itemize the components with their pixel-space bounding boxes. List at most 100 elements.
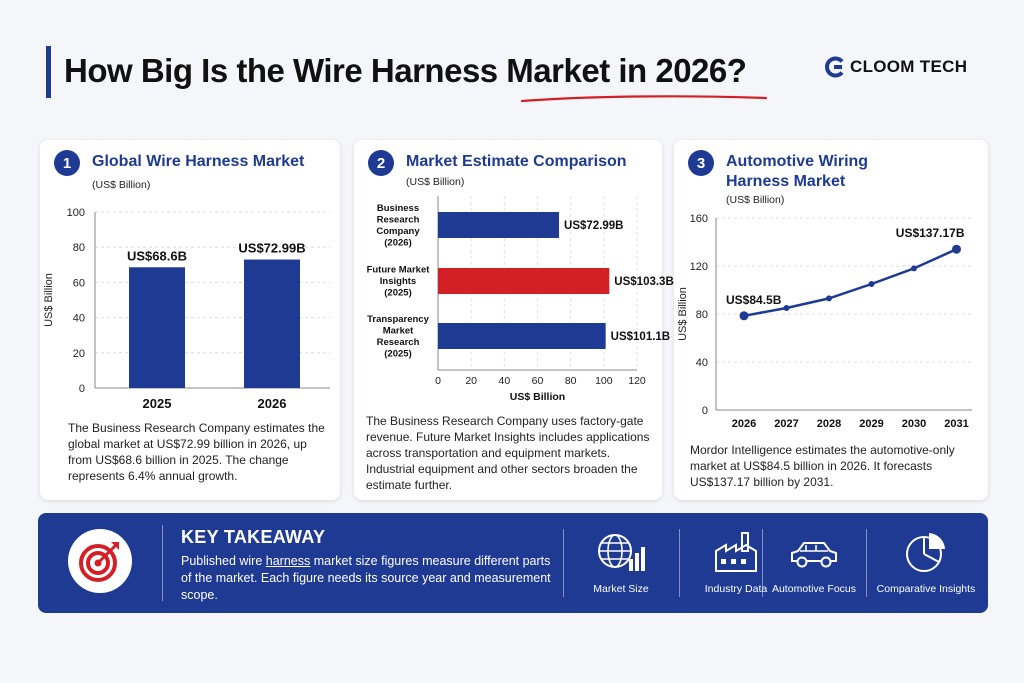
takeaway-title: KEY TAKEAWAY	[181, 527, 326, 547]
card-title-line: Harness Market	[726, 173, 846, 190]
card-description: The Business Research Company estimates …	[68, 421, 325, 483]
data-point	[826, 295, 832, 302]
point-annotation: US$84.5B	[726, 293, 782, 307]
x-tick-label: 60	[532, 375, 544, 387]
x-tick-label: 2030	[902, 418, 926, 430]
x-tick-label: 0	[435, 375, 441, 387]
page-title: How Big Is the Wire Harness Market in 20…	[64, 52, 747, 89]
y-axis-label: US$ Billion	[677, 287, 689, 341]
feature-divider	[563, 529, 564, 597]
x-tick-label: 40	[498, 375, 510, 387]
data-point	[868, 281, 875, 287]
x-tick-label: 2028	[817, 418, 841, 430]
title-accent-bar	[46, 46, 51, 98]
bar	[438, 323, 606, 349]
feature-label: Market Size	[593, 583, 649, 595]
factory-icon	[715, 532, 757, 572]
y-tick-label: Future Market Insights (2025)	[367, 265, 431, 299]
y-tick-label: 120	[690, 261, 708, 273]
takeaway-text-underlined: harness	[265, 554, 311, 568]
estimate-comparison-bar-chart: 0 20 40 60 80 100 120 US$ Billion US$72.99B Busin…	[367, 196, 674, 403]
x-tick-label: 2026	[732, 418, 756, 430]
automotive-line-chart: 0 40 80 120 160 US$ Billion 2026 2027 2028 2029 20…	[677, 213, 972, 430]
card-unit: (US$ Billion)	[92, 179, 151, 191]
card-unit: (US$ Billion)	[726, 194, 785, 206]
feature-automotive-focus: Automotive Focus	[764, 527, 864, 601]
feature-label: Industry Data	[704, 583, 768, 595]
y-tick-label: 0	[79, 383, 85, 395]
takeaway-text-part: market size figures measure different pa…	[181, 554, 551, 602]
car-icon	[791, 542, 837, 568]
bar	[129, 267, 185, 388]
takeaway-text: Published wire harness market size figur…	[181, 553, 561, 604]
globe-chart-icon	[598, 534, 645, 571]
card-description: Mordor Intelligence estimates the automo…	[690, 443, 955, 489]
takeaway-divider	[162, 525, 163, 601]
x-axis-label: US$ Billion	[510, 391, 565, 403]
bar-data-label: US$72.99B	[238, 241, 305, 256]
card-number-badge: 3	[688, 150, 714, 176]
series-line	[743, 248, 958, 318]
y-tick-label: 40	[696, 357, 708, 369]
feature-market-size: Market Size	[566, 527, 676, 601]
card-title: Automotive Wiring Harness Market	[726, 152, 868, 192]
point-annotation: US$137.17B	[896, 226, 965, 240]
x-tick-label: 2031	[944, 418, 968, 430]
bar-data-label: US$68.6B	[127, 248, 187, 263]
x-tick-label: 120	[628, 375, 646, 387]
y-tick-label: 0	[702, 405, 708, 417]
automotive-market-card: 3 Automotive Wiring Harness Market (US$ …	[674, 140, 988, 500]
y-tick-label: 20	[73, 348, 85, 360]
x-tick-label: 2025	[143, 396, 172, 411]
feature-comparative-insights: Comparative Insights	[868, 527, 984, 601]
y-tick-label: 160	[690, 213, 708, 225]
card-title-line: Automotive Wiring	[726, 153, 869, 170]
card-number-badge: 1	[54, 150, 80, 176]
x-tick-label: 100	[595, 375, 613, 387]
bar	[438, 212, 560, 238]
target-icon-circle	[68, 529, 132, 593]
feature-industry-data: Industry Data	[682, 527, 790, 601]
feature-label: Comparative Insights	[876, 583, 976, 595]
data-point	[911, 265, 917, 272]
x-tick-label: 2026	[258, 396, 287, 411]
y-tick-label: 100	[67, 207, 85, 219]
feature-divider	[679, 529, 680, 597]
estimate-comparison-card: 2 Market Estimate Comparison (US$ Billio…	[354, 140, 674, 500]
card-unit: (US$ Billion)	[406, 176, 465, 188]
y-tick-label: Transparency Market Research (2025)	[367, 314, 429, 360]
y-tick-label: 80	[696, 309, 708, 321]
x-tick-label: 2027	[774, 418, 798, 430]
y-tick-label: 40	[73, 313, 85, 325]
bar-data-label: US$101.1B	[611, 331, 670, 343]
y-tick-label: Business Research Company (2026)	[376, 203, 420, 249]
brand-c-icon	[825, 56, 844, 78]
data-point	[739, 311, 749, 321]
card-description: The Business Research Company uses facto…	[366, 414, 650, 492]
global-market-bar-chart: 0 20 40 60 80 100 US$ Billion US$68.6B 2025 US$72…	[43, 207, 330, 411]
title-underline	[520, 95, 768, 103]
takeaway-text-part: Published wire	[181, 554, 266, 568]
bar	[438, 268, 610, 294]
y-tick-label: 80	[73, 242, 85, 254]
pie-chart-icon	[906, 533, 945, 572]
brand-logo: CLOOM TECH	[824, 56, 967, 78]
feature-divider	[866, 529, 867, 597]
y-axis-label: US$ Billion	[43, 273, 55, 327]
bar-data-label: US$103.3B	[614, 276, 673, 288]
brand-name: CLOOM TECH	[850, 57, 968, 76]
data-point	[783, 305, 790, 311]
data-point	[952, 244, 961, 254]
key-takeaway-banner: KEY TAKEAWAY Published wire harness mark…	[38, 513, 988, 613]
y-tick-label: 60	[73, 277, 85, 289]
card-title: Market Estimate Comparison	[406, 153, 627, 170]
feature-divider	[762, 529, 763, 597]
target-arrow-icon	[79, 542, 119, 582]
bar	[244, 259, 300, 388]
x-tick-label: 80	[565, 375, 577, 387]
bar-data-label: US$72.99B	[564, 220, 623, 232]
global-market-card: 1 Global Wire Harness Market (US$ Billio…	[40, 140, 340, 500]
card-number-badge: 2	[368, 150, 394, 176]
x-tick-label: 20	[465, 375, 477, 387]
